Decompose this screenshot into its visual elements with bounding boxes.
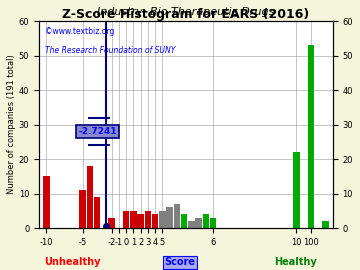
Bar: [152, 214, 158, 228]
Text: The Research Foundation of SUNY: The Research Foundation of SUNY: [45, 46, 175, 55]
Bar: [137, 214, 144, 228]
Text: Industry: Bio Therapeutic Drugs: Industry: Bio Therapeutic Drugs: [97, 7, 275, 17]
Bar: [181, 214, 187, 228]
Text: Score: Score: [165, 257, 195, 267]
Text: -2.7241: -2.7241: [78, 127, 117, 136]
Bar: [308, 45, 314, 228]
Bar: [293, 152, 300, 228]
Bar: [166, 207, 173, 228]
Y-axis label: Number of companies (191 total): Number of companies (191 total): [7, 55, 16, 194]
Bar: [108, 218, 115, 228]
Bar: [195, 218, 202, 228]
Bar: [86, 166, 93, 228]
Text: ©www.textbiz.org: ©www.textbiz.org: [45, 27, 114, 36]
Bar: [43, 176, 50, 228]
Bar: [130, 211, 136, 228]
Text: Unhealthy: Unhealthy: [44, 257, 100, 267]
Bar: [203, 214, 209, 228]
Bar: [188, 221, 195, 228]
Bar: [94, 197, 100, 228]
Title: Z-Score Histogram for EARS (2016): Z-Score Histogram for EARS (2016): [62, 8, 310, 21]
Bar: [79, 190, 86, 228]
Bar: [159, 211, 166, 228]
Bar: [145, 211, 151, 228]
Bar: [210, 218, 216, 228]
Bar: [174, 204, 180, 228]
Bar: [322, 221, 329, 228]
Bar: [123, 211, 129, 228]
Text: Healthy: Healthy: [274, 257, 316, 267]
